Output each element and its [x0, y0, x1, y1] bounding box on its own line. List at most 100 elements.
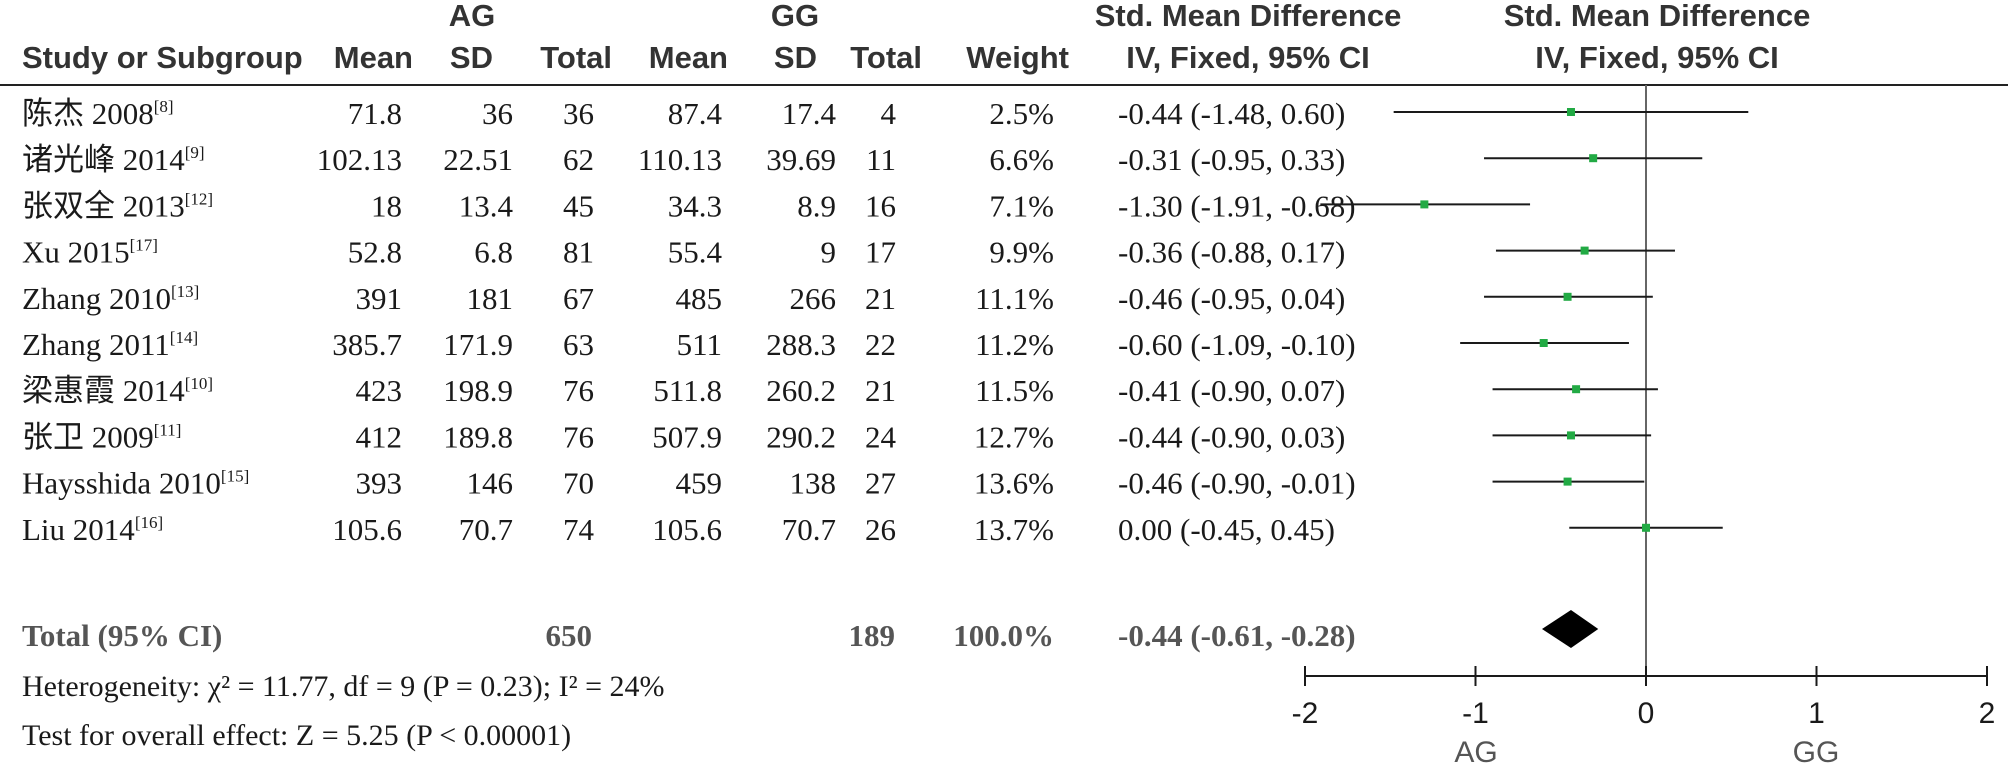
effect-marker: [1566, 431, 1575, 440]
col-header-weight: Weight: [966, 40, 1069, 75]
cell-total2: 27: [865, 466, 896, 501]
total-weight: 100.0%: [953, 618, 1054, 653]
study-name: 张卫 2009[11]: [22, 419, 181, 454]
x-axis: -2 -1 0 1 2: [1292, 666, 1996, 730]
table-row: 张双全 2013[12] 18 13.4 45 34.3 8.9 16 7.1% -1.30 (…: [22, 188, 1356, 223]
cell-total1: 76: [563, 419, 594, 454]
effect-marker: [1642, 523, 1650, 532]
cell-sd1: 6.8: [474, 235, 513, 270]
cell-sd2: 288.3: [766, 327, 836, 362]
cell-weight: 11.5%: [975, 373, 1054, 408]
tick-label: -2: [1292, 697, 1319, 730]
cell-mean2: 110.13: [638, 142, 722, 177]
smd-title: Std. Mean Difference: [1095, 0, 1402, 33]
study-name: 张双全 2013[12]: [22, 188, 213, 223]
cell-mean1: 71.8: [348, 96, 402, 131]
col-header-total2: Total: [850, 40, 922, 75]
effect-marker: [1539, 339, 1548, 347]
study-ref: [17]: [130, 236, 158, 255]
cell-sd2: 39.69: [766, 142, 836, 177]
study-rows: 陈杰 2008[8] 71.8 36 36 87.4 17.4 4 2.5% -0.44 (-1…: [22, 96, 1356, 547]
cell-mean1: 385.7: [332, 327, 402, 362]
cell-mean1: 105.6: [332, 512, 402, 547]
overall-effect-text: Test for overall effect: Z = 5.25 (P < 0…: [22, 719, 571, 752]
cell-sd2: 70.7: [782, 512, 836, 547]
tick-label: -1: [1462, 697, 1489, 730]
cell-mean2: 87.4: [668, 96, 723, 131]
cell-total2: 17: [865, 235, 896, 270]
heterogeneity-text: Heterogeneity: χ² = 11.77, df = 9 (P = 0…: [22, 670, 664, 703]
study-ref: [14]: [170, 328, 198, 347]
effect-marker: [1580, 246, 1589, 255]
cell-sd2: 260.2: [766, 373, 836, 408]
plot-title: Std. Mean Difference: [1504, 0, 1811, 33]
study-name: Zhang 2011[14]: [22, 327, 198, 362]
smd-method: IV, Fixed, 95% CI: [1126, 40, 1370, 75]
cell-mean2: 511.8: [653, 373, 722, 408]
cell-ci: -0.41 (-0.90, 0.07): [1118, 373, 1345, 408]
cell-total2: 16: [865, 188, 896, 223]
cell-mean2: 459: [676, 466, 723, 501]
cell-ci: -0.44 (-0.90, 0.03): [1118, 419, 1345, 454]
cell-mean2: 105.6: [652, 512, 722, 547]
cell-sd2: 17.4: [782, 96, 837, 131]
cell-sd2: 266: [790, 281, 837, 316]
cell-ci: 0.00 (-0.45, 0.45): [1118, 512, 1335, 547]
cell-weight: 7.1%: [989, 188, 1054, 223]
cell-ci: -0.46 (-0.95, 0.04): [1118, 281, 1345, 316]
effect-marker: [1420, 200, 1429, 209]
cell-weight: 9.9%: [989, 235, 1054, 270]
favours-right-label: GG: [1793, 736, 1840, 765]
cell-total1: 67: [563, 281, 594, 316]
table-row: Zhang 2010[13] 391 181 67 485 266 21 11.1% -0.46…: [22, 281, 1345, 316]
cell-total2: 21: [865, 281, 896, 316]
study-ref: [15]: [221, 467, 249, 486]
study-name: Haysshida 2010[15]: [22, 466, 249, 501]
cell-ci: -0.31 (-0.95, 0.33): [1118, 142, 1345, 177]
total-gg: 189: [849, 618, 896, 653]
cell-sd1: 171.9: [443, 327, 513, 362]
col-header-study: Study or Subgroup: [22, 40, 303, 75]
cell-weight: 2.5%: [989, 96, 1054, 131]
cell-mean1: 391: [356, 281, 403, 316]
cell-total2: 22: [865, 327, 896, 362]
effect-marker: [1566, 108, 1575, 116]
effect-marker: [1563, 292, 1572, 301]
cell-mean1: 18: [371, 188, 402, 223]
study-ref: [11]: [154, 420, 182, 439]
cell-sd1: 36: [482, 96, 513, 131]
cell-weight: 11.1%: [975, 281, 1054, 316]
table-row: Liu 2014[16] 105.6 70.7 74 105.6 70.7 26 13.7% 0…: [22, 512, 1335, 547]
cell-total1: 62: [563, 142, 594, 177]
cell-mean2: 34.3: [668, 188, 722, 223]
pooled-diamond: [1541, 610, 1599, 648]
cell-sd2: 290.2: [766, 419, 836, 454]
total-label: Total (95% CI): [22, 618, 222, 653]
cell-mean1: 412: [356, 419, 403, 454]
cell-sd1: 181: [467, 281, 514, 316]
cell-total2: 21: [865, 373, 896, 408]
cell-weight: 13.6%: [974, 466, 1054, 501]
cell-total2: 26: [865, 512, 896, 547]
cell-ci: -0.44 (-1.48, 0.60): [1118, 96, 1345, 131]
table-row: Xu 2015[17] 52.8 6.8 81 55.4 9 17 9.9% -0.36 (-0…: [22, 235, 1345, 270]
cell-total1: 70: [563, 466, 594, 501]
tick-label: 0: [1638, 697, 1655, 730]
cell-sd1: 146: [467, 466, 514, 501]
study-name: Zhang 2010[13]: [22, 281, 199, 316]
study-ref: [10]: [185, 374, 213, 393]
effect-marker: [1563, 477, 1572, 486]
cell-weight: 6.6%: [989, 142, 1054, 177]
cell-ci: -1.30 (-1.91, -0.68): [1118, 188, 1356, 223]
study-name: 诸光峰 2014[9]: [22, 142, 205, 177]
cell-total1: 81: [563, 235, 594, 270]
cell-sd1: 198.9: [443, 373, 513, 408]
tick-label: 2: [1979, 697, 1996, 730]
cell-mean2: 485: [676, 281, 723, 316]
group1-title: AG: [449, 0, 496, 33]
cell-mean1: 52.8: [348, 235, 402, 270]
study-ref: [12]: [185, 189, 213, 208]
cell-mean1: 393: [356, 466, 403, 501]
favours-left-label: AG: [1454, 736, 1497, 765]
